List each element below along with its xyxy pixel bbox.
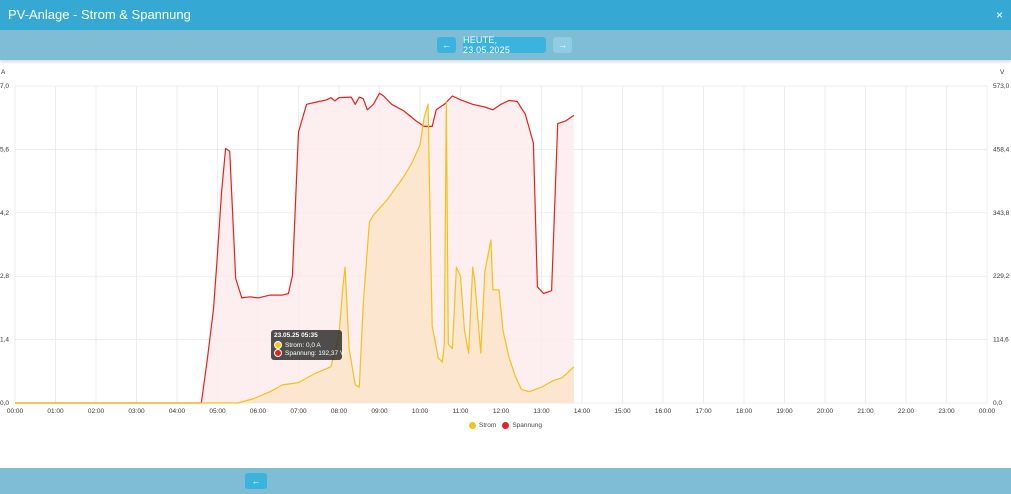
x-tick-label: 06:00 [250,408,267,415]
tooltip-title: 23.05.25 05:35 [274,332,318,339]
x-tick-label: 02:00 [88,408,105,415]
date-navigation-bar: ← HEUTE, 23.05.2025 → [0,30,1011,60]
spannung-legend-icon [502,421,510,429]
x-tick-label: 03:00 [128,408,145,415]
strom-spannung-chart: 00:00 01:00 02:00 03:00 04:00 05:00 06:00 07:00… [0,69,1010,415]
x-tick-label: 18:00 [736,408,753,415]
close-icon[interactable]: × [995,8,1003,22]
chart-tooltip: 23.05.25 05:35 Strom: 0,0 A Spannung: 19… [271,330,344,360]
legend-item-spannung[interactable]: Spannung [502,421,542,429]
x-tick-label: 22:00 [898,408,915,415]
y-right-tick-label: 458,4 [993,146,1010,153]
y-right-tick-label: 343,8 [993,210,1010,217]
x-tick-label: 16:00 [655,408,672,415]
strom-legend-icon [469,421,476,429]
x-tick-label: 14:00 [574,408,591,415]
tooltip-spannung-value: Spannung: 192,37 V [285,349,345,357]
x-tick-label: 00:00 [7,408,24,415]
x-tick-label: 00:00 [979,408,996,415]
window-title: PV-Anlage - Strom & Spannung [8,7,191,22]
y-left-tick-label: 0,0 [0,400,9,407]
title-bar: PV-Anlage - Strom & Spannung × [0,0,1011,30]
legend-item-strom[interactable]: Strom [469,421,497,429]
x-tick-label: 19:00 [776,408,793,415]
arrow-left-icon: ← [251,476,261,486]
series-line-spannung [15,92,575,404]
x-tick-label: 04:00 [169,408,186,415]
x-tick-label: 17:00 [695,408,712,415]
spannung-dot-icon [274,349,282,357]
next-day-button[interactable]: → [553,37,572,53]
legend-label-strom: Strom [479,421,497,429]
tooltip-row-spannung: Spannung: 192,37 V [274,349,344,357]
footer-bar: ← [0,468,1011,494]
y-left-tick-label: 5,6 [0,146,9,153]
x-tick-label: 07:00 [290,408,307,415]
tooltip-row-strom: Strom: 0,0 A [274,341,321,349]
y-left-tick-label: 1,4 [0,337,9,344]
x-tick-label: 09:00 [371,408,388,415]
date-button[interactable]: HEUTE, 23.05.2025 [463,35,546,55]
y-right-tick-label: 114,6 [993,337,1009,344]
date-label: HEUTE, 23.05.2025 [463,35,511,55]
y-left-tick-label: 4,2 [0,210,9,217]
x-tick-label: 23:00 [938,408,955,415]
series-fill-strom [237,101,574,404]
arrow-left-icon: ← [442,40,451,50]
x-tick-label: 10:00 [412,408,429,415]
previous-day-button[interactable]: ← [437,37,456,53]
y-right-tick-label: 573,0 [993,83,1010,90]
y-right-tick-label: 0,0 [993,400,1002,407]
y-right-unit-label: V [1000,69,1005,76]
x-tick-label: 20:00 [817,408,834,415]
x-tick-label: 12:00 [493,408,510,415]
arrow-right-icon: → [558,40,567,50]
x-tick-label: 11:00 [453,408,469,415]
y-right-tick-label: 229,2 [993,273,1010,280]
x-tick-label: 21:00 [857,408,874,415]
chart-legend: Strom Spannung [0,420,1011,430]
y-left-unit-label: A [1,69,6,76]
tooltip-strom-value: Strom: 0,0 A [285,341,321,349]
chart-area: 00:00 01:00 02:00 03:00 04:00 05:00 06:00 07:00… [0,60,1011,468]
legend-label-spannung: Spannung [512,421,542,429]
x-tick-label: 08:00 [331,408,348,415]
back-button[interactable]: ← [245,473,267,489]
y-left-tick-label: 7,0 [0,83,9,90]
y-left-tick-label: 2,8 [0,273,9,280]
x-tick-label: 05:00 [209,408,226,415]
x-tick-label: 01:00 [47,408,64,415]
x-tick-label: 15:00 [614,408,631,415]
strom-dot-icon [274,341,282,349]
x-tick-label: 13:00 [533,408,550,415]
